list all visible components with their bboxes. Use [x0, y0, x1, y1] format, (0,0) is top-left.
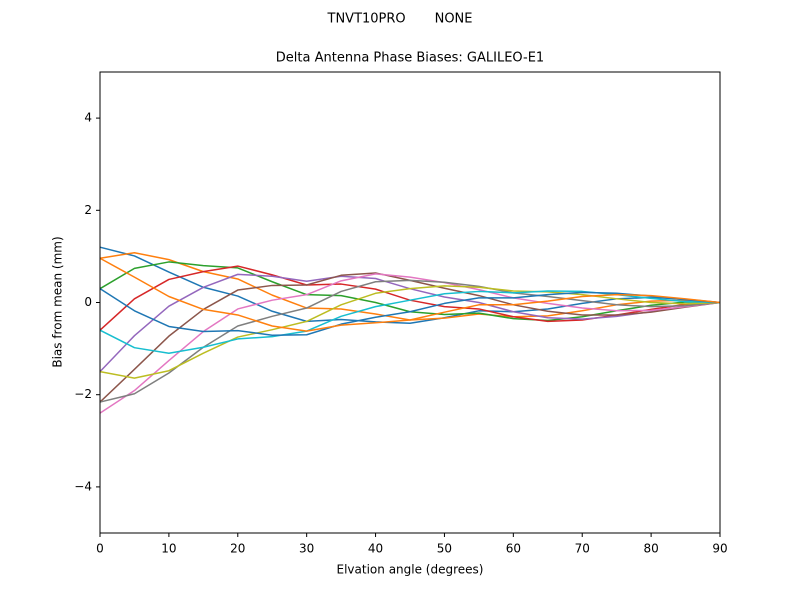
- x-axis-label: Elvation angle (degrees): [337, 563, 484, 577]
- x-tick-label: 70: [575, 542, 590, 556]
- x-tick-label: 80: [643, 542, 658, 556]
- x-tick-label: 30: [299, 542, 314, 556]
- axes-frame: [99, 71, 721, 534]
- y-axis-label: Bias from mean (mm): [51, 236, 65, 367]
- chart-title: Delta Antenna Phase Biases: GALILEO-E1: [276, 51, 544, 66]
- y-tick-label: 2: [84, 203, 92, 217]
- x-tick-label: 20: [230, 542, 245, 556]
- plot-area: [99, 246, 721, 414]
- series-line: [99, 288, 721, 336]
- x-tick-label: 0: [96, 542, 104, 556]
- y-tick-label: 0: [84, 295, 92, 309]
- x-tick-label: 90: [712, 542, 727, 556]
- x-tick-label: 40: [368, 542, 383, 556]
- series-line: [99, 257, 721, 332]
- x-tick-label: 10: [161, 542, 176, 556]
- x-tick-label: 50: [437, 542, 452, 556]
- y-tick-label: 4: [84, 111, 92, 125]
- x-tick-label: 60: [506, 542, 521, 556]
- y-tick-label: −2: [74, 387, 92, 401]
- y-tick-label: −4: [74, 479, 92, 493]
- suptitle: TNVT10PRO NONE: [327, 12, 473, 27]
- series-line: [99, 285, 721, 379]
